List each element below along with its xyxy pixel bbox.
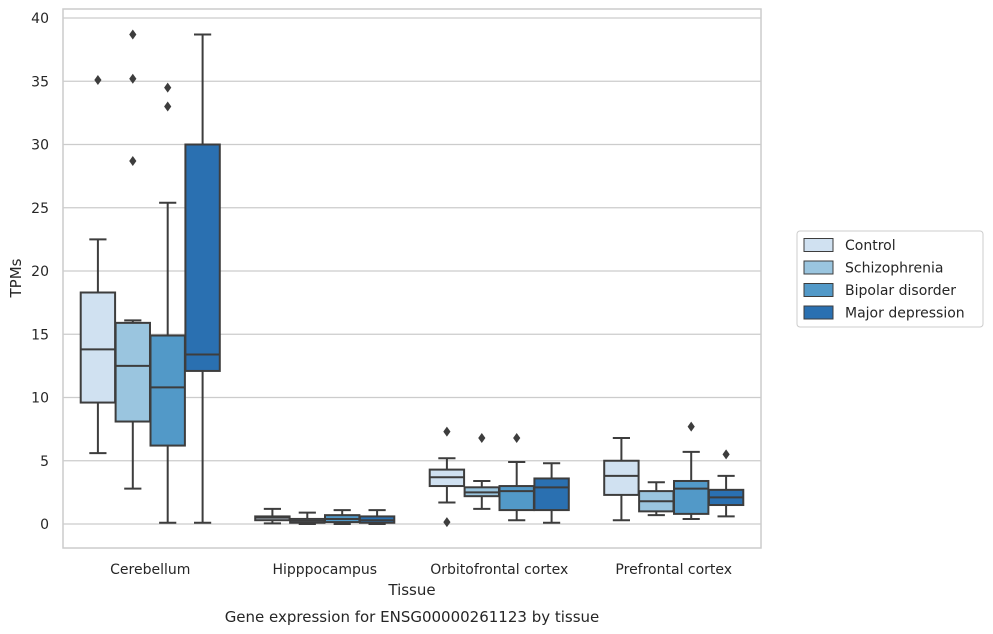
outlier-point [687, 421, 695, 432]
outlier-point [513, 432, 521, 443]
outlier-point [129, 73, 137, 84]
y-tick-label: 0 [40, 517, 49, 533]
box-3-1 [638, 481, 675, 517]
box-0-1 [114, 29, 151, 490]
box-0-2 [149, 82, 186, 524]
box-iqr [114, 321, 151, 423]
box-1-0 [254, 507, 291, 525]
box-iqr [603, 459, 640, 496]
outlier-point [478, 432, 486, 443]
legend-swatch [803, 238, 834, 252]
legend-label: Major depression [845, 306, 965, 322]
box-3-0 [603, 436, 640, 522]
y-tick-label: 20 [31, 264, 49, 280]
box-0-3 [184, 33, 221, 524]
outlier-point [443, 517, 451, 528]
y-tick-label: 10 [31, 391, 49, 407]
outlier-point [443, 426, 451, 437]
box-plot-area [79, 29, 745, 528]
y-tick-label: 5 [40, 454, 49, 470]
box-iqr [673, 479, 710, 515]
box-2-0 [428, 426, 466, 528]
box-1-2 [324, 509, 361, 525]
legend-frame [796, 230, 984, 328]
y-axis-ticks: 0 5 10 15 20 25 30 35 40 [31, 11, 49, 533]
y-tick-label: 15 [31, 327, 49, 343]
y-tick-label: 25 [31, 201, 49, 217]
chart-caption: Gene expression for ENSG00000261123 by t… [225, 608, 600, 626]
legend-swatch [803, 305, 834, 320]
box-iqr [149, 334, 186, 447]
box-3-2 [673, 421, 710, 520]
outlier-point [94, 74, 102, 85]
outlier-point [722, 449, 730, 460]
box-iqr [184, 143, 221, 372]
legend-label: Schizophrenia [845, 261, 943, 277]
plot-frame [62, 8, 762, 549]
box-1-3 [358, 509, 396, 525]
x-tick-label: Prefrontal cortex [615, 562, 732, 578]
x-axis-ticks: Cerebellum Hipppocampus Orbitofrontal cort… [110, 562, 732, 578]
legend-label: Bipolar disorder [845, 283, 956, 299]
box-iqr [498, 485, 535, 512]
outlier-point [129, 155, 137, 166]
legend-label: Control [845, 238, 896, 254]
y-tick-label: 40 [31, 11, 49, 27]
box-iqr [79, 291, 117, 404]
outlier-point [164, 101, 172, 112]
outlier-point [164, 82, 172, 93]
box-3-3 [707, 449, 745, 518]
y-tick-label: 35 [31, 74, 49, 90]
x-tick-label: Orbitofrontal cortex [430, 562, 568, 578]
outlier-point [129, 29, 137, 40]
box-2-3 [533, 462, 570, 524]
legend: Control Schizophrenia Bipolar disorder Majo… [796, 230, 984, 328]
x-tick-label: Cerebellum [110, 562, 190, 578]
legend-swatch [803, 260, 834, 275]
legend-swatch [803, 283, 834, 297]
box-1-1 [289, 511, 326, 525]
box-0-0 [79, 74, 117, 455]
x-axis-label: Tissue [387, 581, 435, 599]
x-tick-label: Hipppocampus [272, 562, 377, 578]
box-2-1 [463, 432, 500, 510]
box-iqr [533, 477, 570, 512]
y-axis-label: TPMs [7, 258, 25, 298]
y-tick-label: 30 [31, 138, 49, 154]
box-2-2 [498, 432, 535, 522]
